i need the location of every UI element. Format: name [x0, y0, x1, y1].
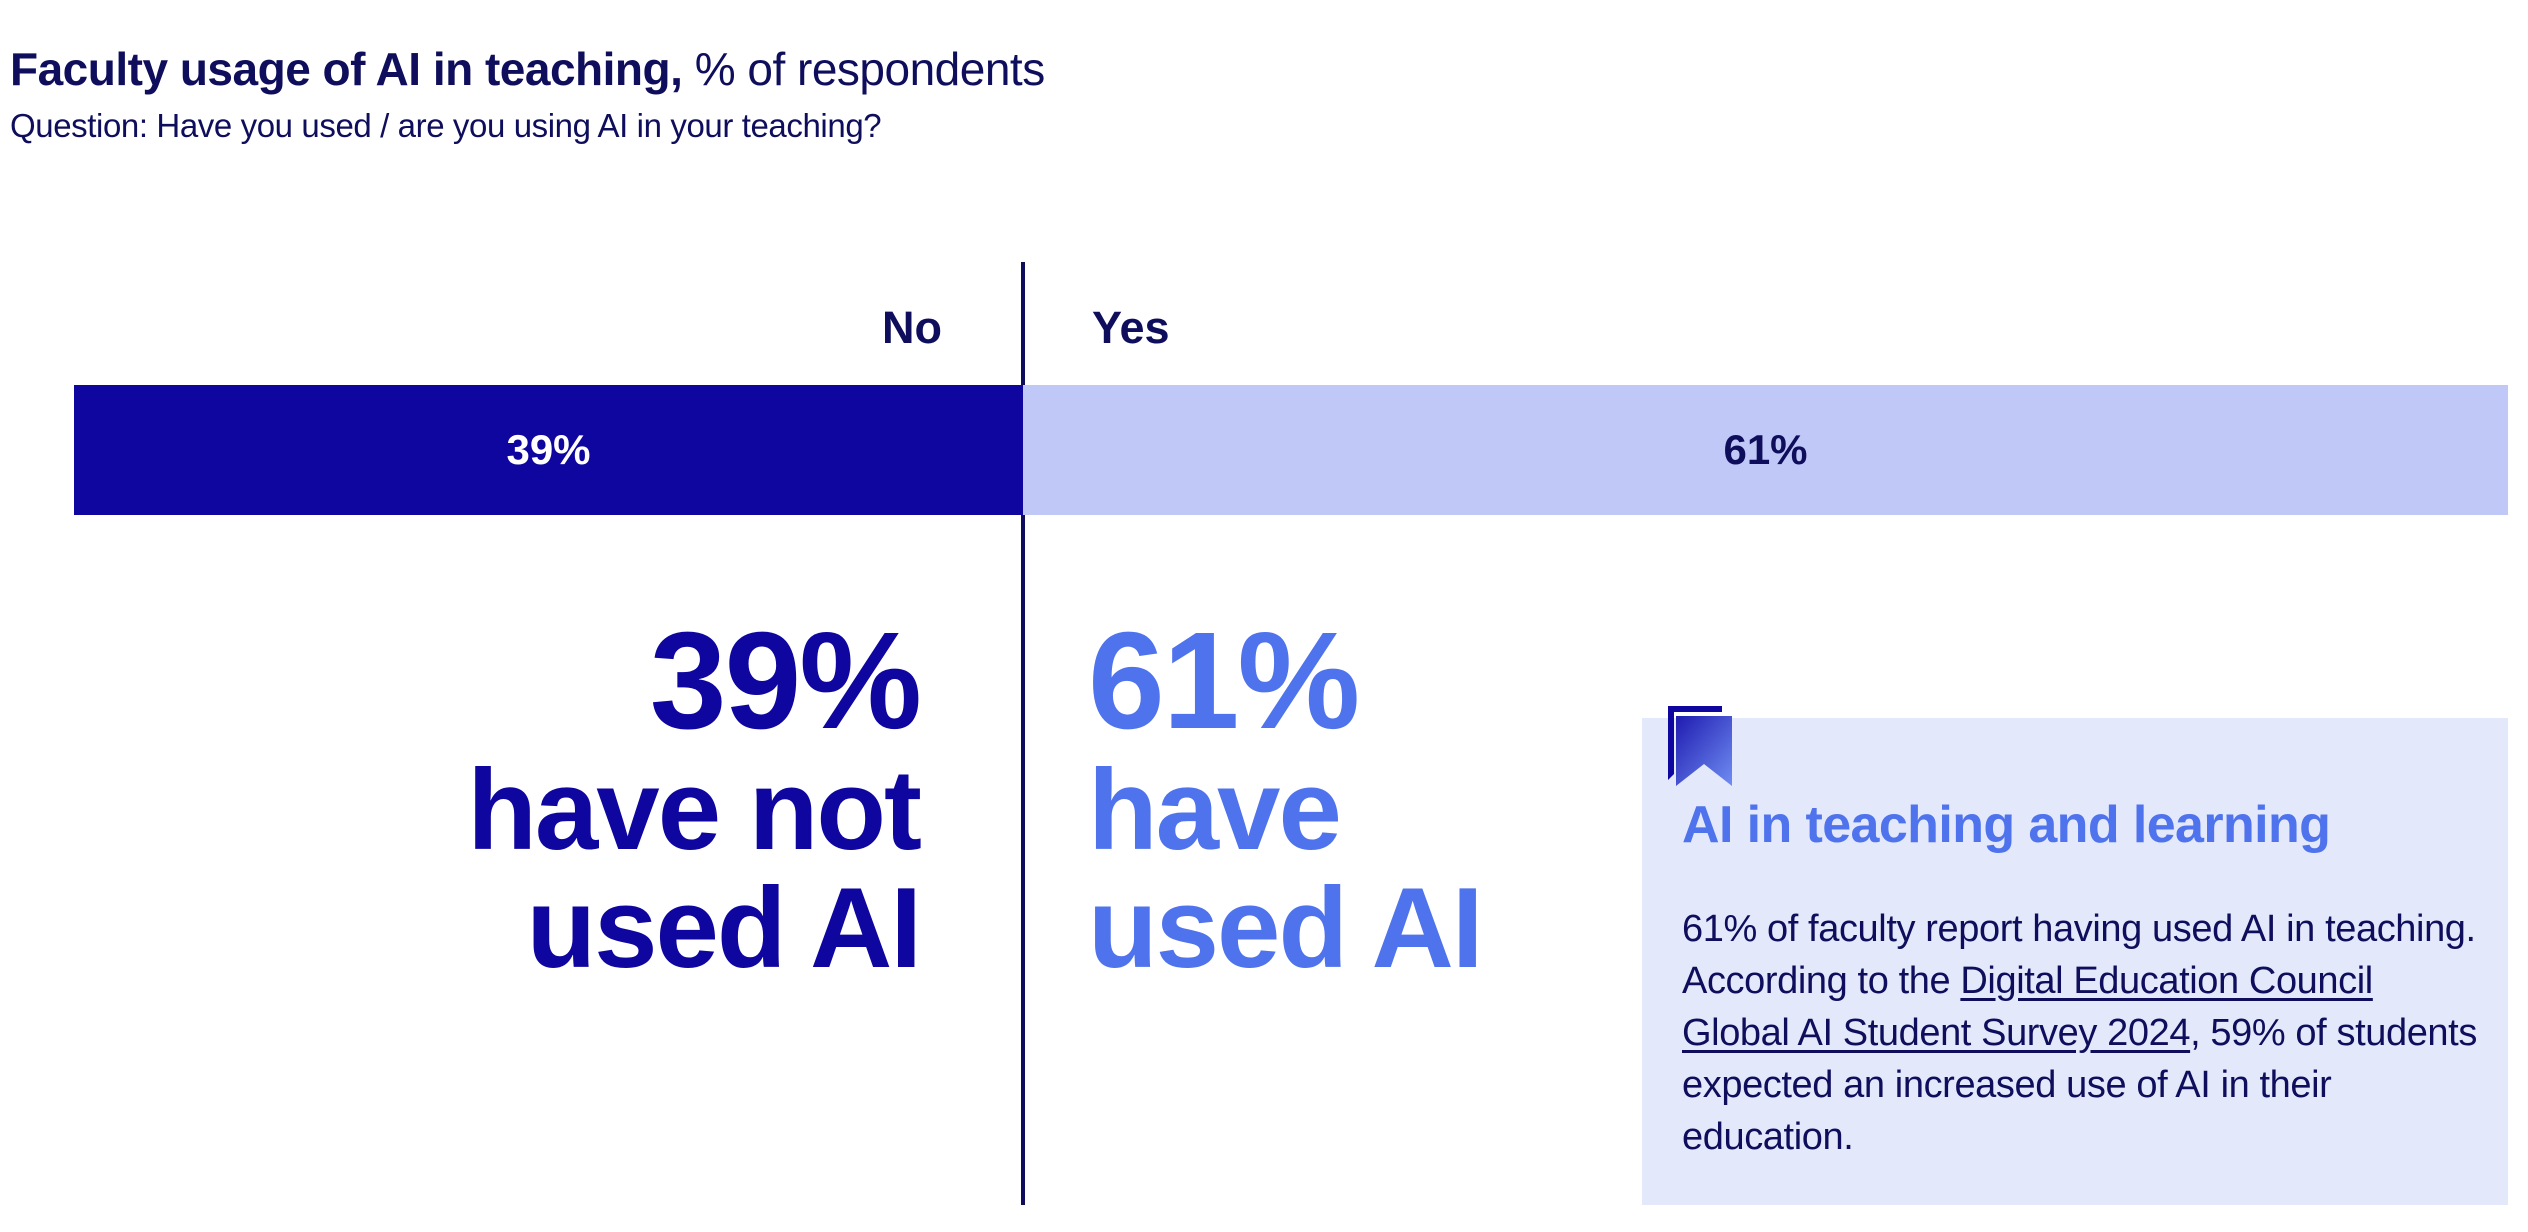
highlight-no: 39% have not used AI [467, 604, 922, 992]
callout-text-after: , 59% of students expected an increased … [1682, 1012, 2477, 1158]
bookmark-icon [1668, 706, 1732, 786]
bar-yes: 61% [1023, 385, 2508, 515]
center-divider [1021, 262, 1025, 1205]
callout-text: 61% of faculty report having used AI in … [1682, 903, 2482, 1163]
chart-title: Faculty usage of AI in teaching, % of re… [10, 38, 1045, 100]
category-label-yes: Yes [1092, 302, 1170, 353]
chart-subtitle: Question: Have you used / are you using … [10, 107, 882, 144]
category-label-no: No [882, 302, 942, 353]
survey-link[interactable]: Digital Education Council Global AI Stud… [1682, 960, 2373, 1054]
bar-value-label-yes: 61% [1723, 426, 1808, 473]
highlight-yes-percent: 61% [1088, 604, 1360, 758]
chart-title-unit: % of respondents [694, 43, 1046, 95]
highlight-yes-line1: have [1088, 747, 1342, 874]
chart-title-main: Faculty usage of AI in teaching, [10, 43, 683, 95]
highlight-no-line1: have not [467, 747, 922, 874]
highlight-no-line2: used AI [526, 865, 922, 992]
highlight-no-percent: 39% [649, 604, 922, 758]
highlight-yes-line2: used AI [1088, 865, 1484, 992]
callout-box [1642, 718, 2508, 1205]
callout-title: AI in teaching and learning [1682, 796, 2331, 854]
bar-value-label-no: 39% [506, 426, 591, 473]
callout-text-before: 61% of faculty report having used AI in … [1682, 908, 2476, 1002]
bar-no: 39% [74, 385, 1023, 515]
highlight-yes: 61% have used AI [1088, 604, 1484, 992]
